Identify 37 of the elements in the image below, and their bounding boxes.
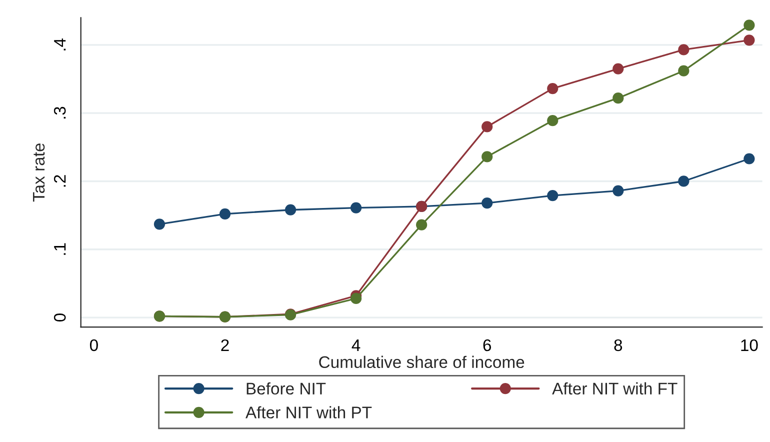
legend-label: After NIT with PT	[246, 406, 372, 418]
point	[482, 151, 493, 162]
x-tick-label: 10	[741, 339, 758, 352]
y-axis-title: Tax rate	[33, 143, 45, 202]
legend-label: After NIT with FT	[552, 382, 678, 395]
x-tick-label: 6	[483, 339, 491, 352]
point	[482, 197, 493, 209]
point	[350, 292, 362, 304]
point	[284, 204, 296, 216]
point	[547, 115, 558, 126]
y-tick-label: .1	[54, 243, 66, 255]
x-tick-label: 2	[221, 339, 229, 351]
point	[350, 202, 362, 214]
point	[678, 65, 690, 76]
x-tick-label: 8	[614, 339, 622, 352]
point	[678, 176, 690, 187]
y-tick-label: .2	[54, 175, 66, 187]
point	[612, 63, 624, 74]
point	[547, 190, 558, 202]
point	[154, 218, 166, 230]
y-tick-label: 0	[54, 314, 66, 322]
point	[612, 92, 624, 104]
x-tick-label: 0	[90, 339, 98, 352]
x-tick-label: 4	[352, 340, 360, 351]
point	[744, 153, 755, 164]
y-tick-label: .4	[54, 38, 66, 50]
point	[612, 185, 624, 196]
x-axis-title: Cumulative share of income	[319, 356, 524, 368]
point	[744, 20, 755, 31]
y-tick-label: .3	[54, 106, 66, 119]
legend-label: Before NIT	[246, 382, 326, 395]
point	[416, 219, 428, 230]
point	[744, 34, 755, 46]
point	[678, 44, 690, 56]
point	[547, 83, 558, 94]
point	[219, 208, 231, 220]
point	[482, 121, 493, 132]
